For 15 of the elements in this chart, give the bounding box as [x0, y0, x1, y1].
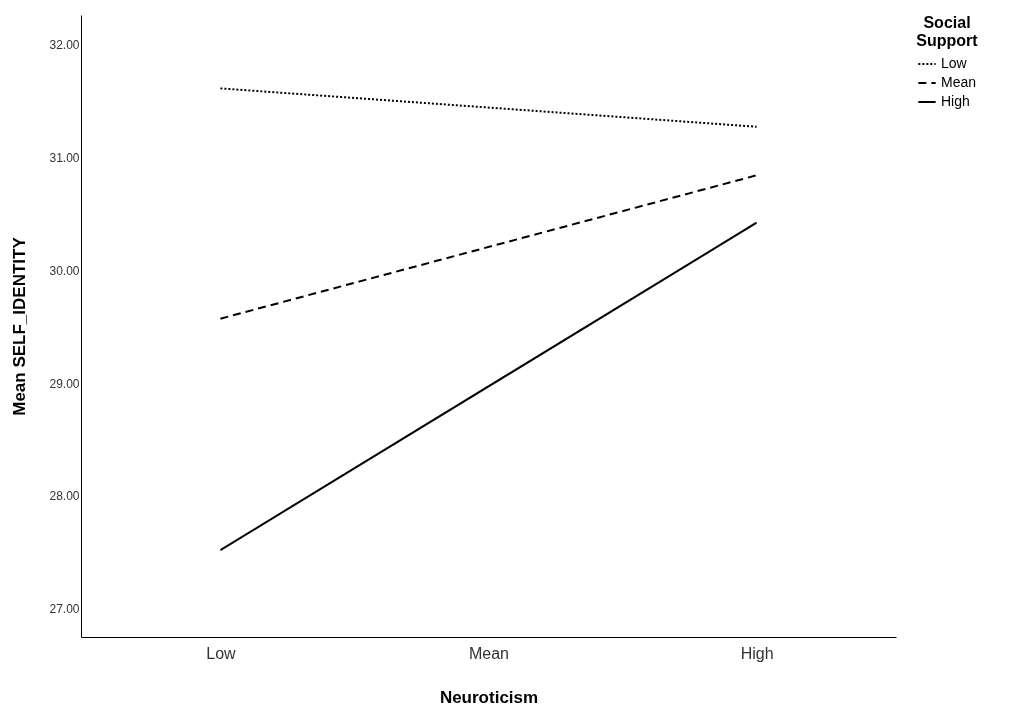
- legend-label: Low: [941, 55, 968, 71]
- y-axis-title: Mean SELF_IDENTITY: [10, 236, 30, 416]
- x-tick-label: High: [740, 644, 774, 662]
- y-tick-label: 27.00: [49, 602, 80, 617]
- y-tick-label: 30.00: [49, 263, 80, 278]
- legend-title: Social Support: [916, 14, 979, 49]
- y-tick-label: 31.00: [49, 150, 80, 165]
- x-tick-label: Mean: [468, 644, 510, 662]
- y-tick-label: 32.00: [49, 37, 80, 52]
- x-axis-title: Neuroticism: [439, 687, 539, 707]
- legend-label: High: [941, 93, 970, 109]
- legend-label: Mean: [941, 74, 977, 90]
- y-tick-label: 29.00: [49, 376, 80, 391]
- y-tick-label: 28.00: [49, 489, 80, 504]
- x-tick-label: Low: [206, 644, 237, 662]
